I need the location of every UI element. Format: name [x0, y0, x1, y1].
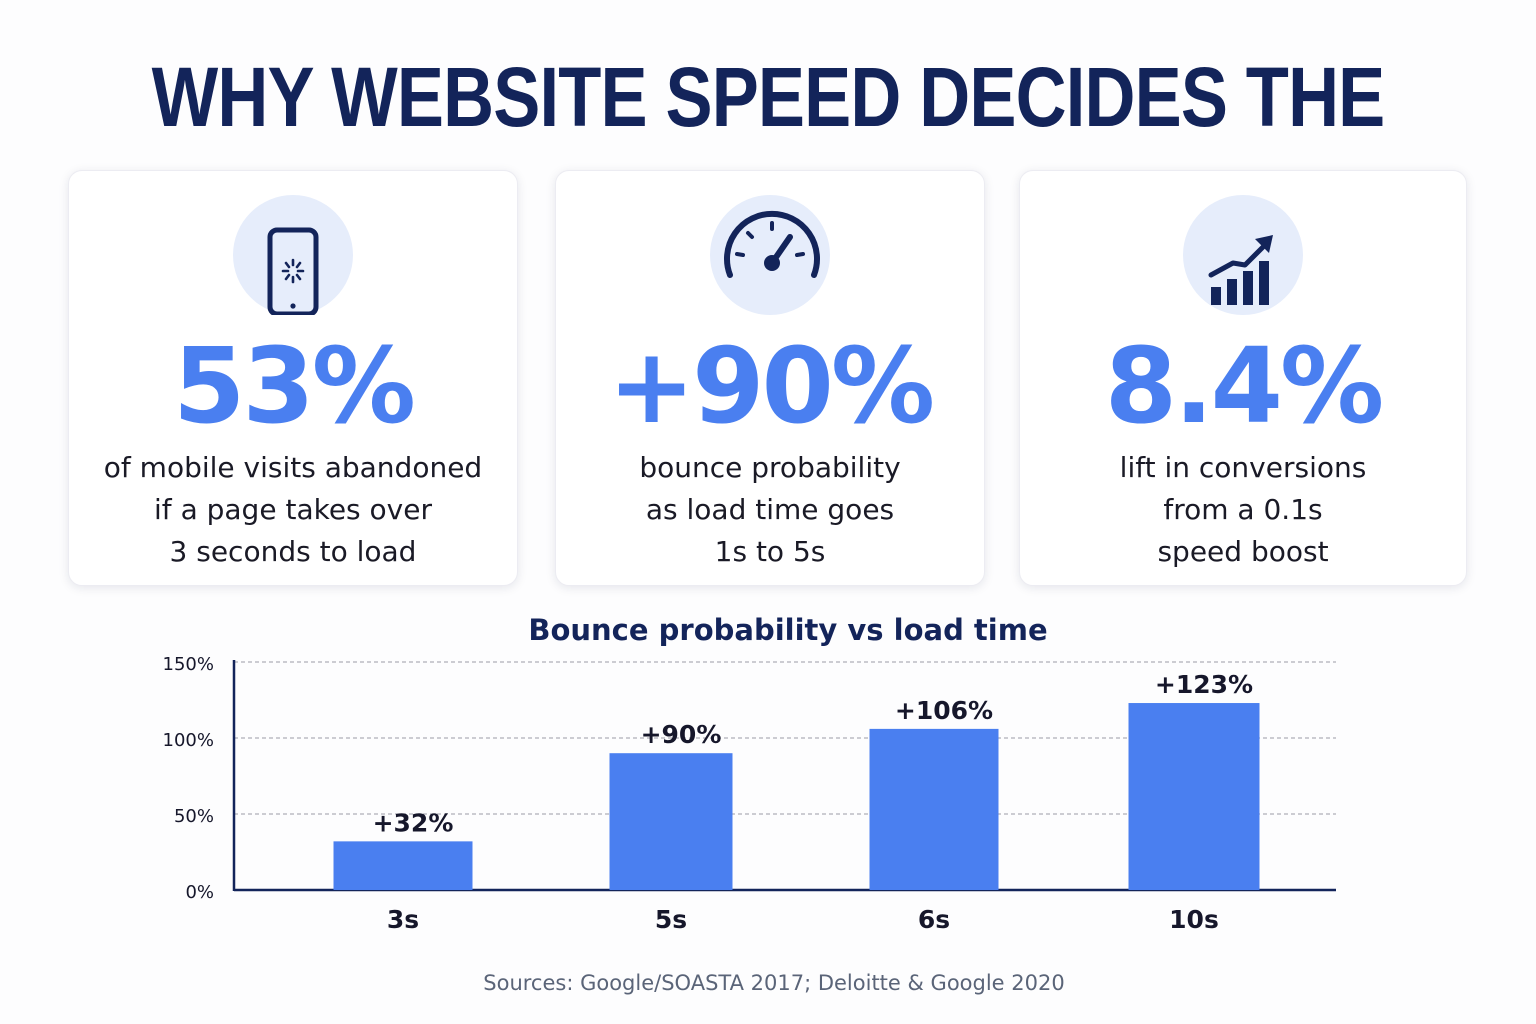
stat-description: bounce probability as load time goes 1s … [639, 451, 901, 568]
stat-description: lift in conversions from a 0.1s speed bo… [1119, 451, 1367, 568]
y-tick-label: 0% [185, 882, 214, 903]
stat-value: 8.4% [1104, 325, 1384, 447]
growth-chart-icon [1208, 235, 1273, 305]
bar [869, 728, 999, 890]
x-tick-label: 10s [1169, 905, 1219, 934]
data-label: +123% [1155, 670, 1253, 699]
stat-card-bounce: +90% bounce probability as load time goe… [555, 170, 985, 586]
speedometer-icon [724, 210, 820, 278]
icon-badge [233, 195, 353, 315]
x-tick-label: 6s [918, 905, 950, 934]
icon-badge [1183, 195, 1303, 315]
y-tick-label: 100% [163, 730, 214, 751]
chart-title: Bounce probability vs load time [528, 613, 1048, 647]
x-tick-label: 5s [655, 905, 687, 934]
icon-badge [710, 195, 830, 315]
phone-loading-icon [267, 227, 319, 315]
bar [1128, 703, 1260, 890]
stat-card-mobile-abandon: 53% of mobile visits abandoned if a page… [68, 170, 518, 586]
bar [609, 753, 733, 890]
sources-note: Sources: Google/SOASTA 2017; Deloitte & … [483, 971, 1065, 995]
data-label: +90% [641, 720, 722, 749]
data-label: +106% [895, 696, 993, 725]
y-tick-label: 150% [163, 654, 214, 675]
data-label: +32% [373, 808, 454, 837]
stat-value: 53% [173, 325, 416, 447]
stat-value: +90% [607, 325, 935, 447]
stat-description: of mobile visits abandoned if a page tak… [103, 451, 483, 568]
x-tick-label: 3s [387, 905, 419, 934]
bar [333, 841, 473, 890]
stat-card-conversion-lift: 8.4% lift in conversions from a 0.1s spe… [1019, 170, 1467, 586]
y-tick-label: 50% [174, 806, 214, 827]
